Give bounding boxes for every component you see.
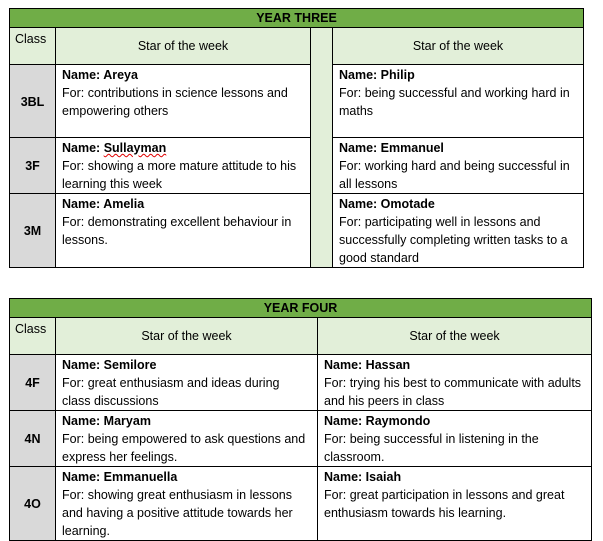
star-header-right: Star of the week bbox=[331, 27, 585, 65]
student-name: Name: Hassan bbox=[324, 358, 411, 372]
name-prefix: Name: bbox=[62, 141, 104, 155]
award-reason: For: demonstrating excellent behaviour i… bbox=[62, 215, 292, 247]
student-name: Name: Amelia bbox=[62, 197, 145, 211]
student-name: Name: Omotade bbox=[339, 197, 435, 211]
spellcheck-flagged-name: Sullayman bbox=[103, 141, 167, 155]
table-row: 3F Name: Sullayman For: showing a more ma… bbox=[9, 137, 585, 194]
student-name: Name: Semilore bbox=[62, 358, 157, 372]
star-header-right: Star of the week bbox=[317, 317, 592, 355]
award-reason: For: being successful and working hard i… bbox=[339, 86, 570, 118]
table-row: 3M Name: Amelia For: demonstrating excell… bbox=[9, 193, 585, 268]
star-cell: Name: Maryam For: being empowered to ask … bbox=[55, 410, 318, 467]
student-name: Name: Raymondo bbox=[324, 414, 431, 428]
star-cell: Name: Omotade For: participating well in … bbox=[331, 193, 585, 268]
student-name: Name: Sullayman bbox=[62, 139, 304, 157]
student-name: Name: Isaiah bbox=[324, 470, 402, 484]
star-cell: Name: Areya For: contributions in science… bbox=[55, 64, 311, 138]
student-name: Name: Areya bbox=[62, 68, 138, 82]
star-cell: Name: Hassan For: trying his best to comm… bbox=[317, 354, 592, 411]
award-reason: For: trying his best to communicate with… bbox=[324, 376, 582, 408]
star-cell: Name: Amelia For: demonstrating excellent… bbox=[55, 193, 311, 268]
star-cell: Name: Sullayman For: showing a more matur… bbox=[55, 137, 311, 194]
class-header: Class bbox=[9, 317, 56, 355]
award-reason: For: being empowered to ask questions an… bbox=[62, 432, 306, 464]
table-row: 3BL Name: Areya For: contributions in sci… bbox=[9, 64, 585, 138]
star-cell: Name: Philip For: being successful and wo… bbox=[331, 64, 585, 138]
award-reason: For: participating well in lessons and s… bbox=[339, 215, 568, 265]
table-row: 4N Name: Maryam For: being empowered to a… bbox=[9, 410, 592, 467]
class-cell: 4O bbox=[9, 466, 56, 541]
award-reason: For: great participation in lessons and … bbox=[324, 488, 565, 520]
award-reason: For: great enthusiasm and ideas during c… bbox=[62, 376, 280, 408]
award-reason: For: showing a more mature attitude to h… bbox=[62, 159, 297, 191]
star-cell: Name: Emmanuel For: working hard and bein… bbox=[331, 137, 585, 194]
class-cell: 3F bbox=[9, 137, 56, 194]
student-name: Name: Emmanuel bbox=[339, 141, 444, 155]
table-title: YEAR THREE bbox=[8, 8, 585, 28]
star-header-left: Star of the week bbox=[55, 317, 318, 355]
award-reason: For: showing great enthusiasm in lessons… bbox=[62, 488, 293, 538]
table-title: YEAR FOUR bbox=[9, 298, 592, 318]
class-cell: 3M bbox=[9, 193, 56, 268]
class-cell: 4F bbox=[9, 354, 56, 411]
table-row: 4F Name: Semilore For: great enthusiasm a… bbox=[9, 354, 592, 411]
award-reason: For: being successful in listening in th… bbox=[324, 432, 539, 464]
award-reason: For: contributions in science lessons an… bbox=[62, 86, 288, 118]
student-name: Name: Maryam bbox=[62, 414, 151, 428]
spacer-column bbox=[310, 27, 333, 268]
star-header-left: Star of the week bbox=[55, 27, 311, 65]
star-cell: Name: Isaiah For: great participation in … bbox=[317, 466, 592, 541]
award-reason: For: working hard and being successful i… bbox=[339, 159, 570, 191]
year-four-table: YEAR FOUR Class Star of the week Star of… bbox=[9, 298, 592, 541]
table-row: 4O Name: Emmanuella For: showing great en… bbox=[9, 466, 592, 541]
star-cell: Name: Semilore For: great enthusiasm and … bbox=[55, 354, 318, 411]
star-cell: Name: Emmanuella For: showing great enthu… bbox=[55, 466, 318, 541]
star-cell: Name: Raymondo For: being successful in l… bbox=[317, 410, 592, 467]
student-name: Name: Emmanuella bbox=[62, 470, 178, 484]
class-header: Class bbox=[9, 27, 56, 65]
student-name: Name: Philip bbox=[339, 68, 415, 82]
year-three-table: YEAR THREE Class Star of the week Star o… bbox=[8, 8, 585, 268]
class-cell: 3BL bbox=[9, 64, 56, 138]
class-cell: 4N bbox=[9, 410, 56, 467]
